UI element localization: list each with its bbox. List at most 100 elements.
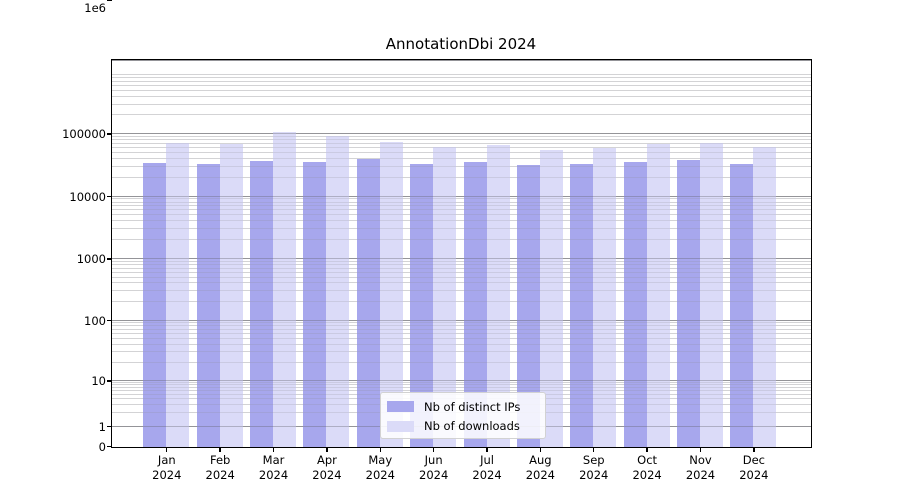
minor-gridline xyxy=(112,382,811,384)
y-tick-mark xyxy=(106,380,112,382)
y-tick-label-0: 0 xyxy=(98,439,106,454)
legend-row-downloads: Nb of downloads xyxy=(387,417,539,437)
legend-swatch-downloads xyxy=(387,420,414,432)
bar-distinct-ips-mar-2024 xyxy=(250,160,274,447)
minor-gridline xyxy=(112,390,811,392)
minor-gridline-overlay xyxy=(112,239,811,241)
minor-gridline-overlay xyxy=(112,267,811,269)
minor-gridline xyxy=(112,263,811,265)
minor-gridline xyxy=(112,157,811,159)
bar-downloads-feb-2024 xyxy=(219,144,243,447)
major-gridline-overlay xyxy=(112,195,811,197)
bar-distinct-ips-jan-2024 xyxy=(143,163,167,447)
minor-gridline-overlay xyxy=(112,74,811,76)
minor-gridline xyxy=(112,135,811,137)
x-tick-mark xyxy=(272,447,275,452)
minor-gridline xyxy=(112,74,811,76)
x-tick-label-jul: Jul 2024 xyxy=(472,453,502,482)
bar-downloads-dec-2024 xyxy=(753,147,777,447)
minor-gridline xyxy=(112,332,811,334)
minor-gridline xyxy=(112,214,811,216)
y-tick-mark xyxy=(106,319,112,322)
y-tick-mark xyxy=(106,133,112,135)
minor-gridline xyxy=(112,139,811,141)
minor-gridline-overlay xyxy=(112,337,811,339)
legend: Nb of distinct IPs Nb of downloads xyxy=(380,392,546,439)
y-tick-mark xyxy=(106,0,112,2)
minor-gridline xyxy=(112,151,811,153)
gridlines-over xyxy=(112,60,811,447)
bar-downloads-jul-2024 xyxy=(486,144,510,447)
x-tick-mark xyxy=(166,447,168,452)
x-tick-label-nov: Nov 2024 xyxy=(685,453,716,482)
major-gridline-overlay xyxy=(112,133,811,134)
minor-gridline-overlay xyxy=(112,228,811,230)
minor-gridline xyxy=(112,384,811,386)
minor-gridline-overlay xyxy=(112,271,811,273)
gridlines-under xyxy=(112,60,811,447)
bar-distinct-ips-sep-2024 xyxy=(570,163,594,447)
minor-gridline-overlay xyxy=(112,382,811,384)
minor-gridline-overlay xyxy=(112,390,811,392)
y-tick-label-1000: 1000 xyxy=(76,252,106,266)
y-tick-label-10: 10 xyxy=(91,374,106,388)
minor-gridline-overlay xyxy=(112,157,811,159)
minor-gridline xyxy=(112,325,811,327)
minor-gridline xyxy=(112,142,811,144)
minor-gridline xyxy=(112,387,811,389)
major-gridline xyxy=(112,319,811,321)
minor-gridline xyxy=(112,300,811,302)
minor-gridline-overlay xyxy=(112,387,811,389)
x-tick-label-jun: Jun 2024 xyxy=(419,453,449,482)
minor-gridline-overlay xyxy=(112,165,811,167)
minor-gridline xyxy=(112,220,811,222)
minor-gridline-overlay xyxy=(112,214,811,216)
bar-downloads-may-2024 xyxy=(379,142,403,447)
minor-gridline-overlay xyxy=(112,209,811,211)
x-tick-mark xyxy=(699,447,702,452)
minor-gridline-overlay xyxy=(112,139,811,141)
major-gridline xyxy=(112,60,811,61)
minor-gridline xyxy=(112,282,811,284)
major-gridline-overlay xyxy=(112,319,811,321)
minor-gridline xyxy=(112,209,811,211)
y-tick-label-100000: 100000 xyxy=(62,127,106,141)
minor-gridline xyxy=(112,146,811,148)
x-tick-label-may: May 2024 xyxy=(365,453,395,482)
y-tick-mark xyxy=(106,195,112,198)
x-tick-label-apr: Apr 2024 xyxy=(312,453,342,482)
minor-gridline-overlay xyxy=(112,328,811,330)
minor-gridline-overlay xyxy=(112,282,811,284)
major-gridline-overlay xyxy=(112,258,811,259)
major-gridline xyxy=(112,380,811,381)
bar-downloads-sep-2024 xyxy=(593,147,617,447)
minor-gridline-overlay xyxy=(112,263,811,265)
minor-gridline xyxy=(112,260,811,262)
minor-gridline-overlay xyxy=(112,201,811,203)
minor-gridline xyxy=(112,201,811,203)
major-gridline-overlay xyxy=(112,380,811,381)
x-tick-label-feb: Feb 2024 xyxy=(205,453,235,482)
legend-label-downloads: Nb of downloads xyxy=(424,419,520,434)
x-tick-mark xyxy=(646,447,648,452)
x-tick-label-aug: Aug 2024 xyxy=(525,453,556,482)
x-tick-mark xyxy=(379,447,381,452)
x-tick-label-dec: Dec 2024 xyxy=(739,453,769,482)
minor-gridline xyxy=(112,328,811,330)
x-tick-label-sep: Sep 2024 xyxy=(579,453,609,482)
legend-swatch-distinct-ips xyxy=(387,401,414,413)
minor-gridline xyxy=(112,290,811,292)
minor-gridline xyxy=(112,322,811,324)
bar-downloads-jun-2024 xyxy=(433,146,457,447)
minor-gridline-overlay xyxy=(112,384,811,386)
x-tick-mark xyxy=(753,447,755,452)
bar-downloads-mar-2024 xyxy=(273,132,297,447)
minor-gridline xyxy=(112,77,811,79)
bar-distinct-ips-may-2024 xyxy=(356,158,380,447)
bar-downloads-apr-2024 xyxy=(326,136,350,447)
minor-gridline-overlay xyxy=(112,176,811,178)
minor-gridline-overlay xyxy=(112,114,811,116)
bar-distinct-ips-aug-2024 xyxy=(516,164,540,447)
minor-gridline-overlay xyxy=(112,151,811,153)
